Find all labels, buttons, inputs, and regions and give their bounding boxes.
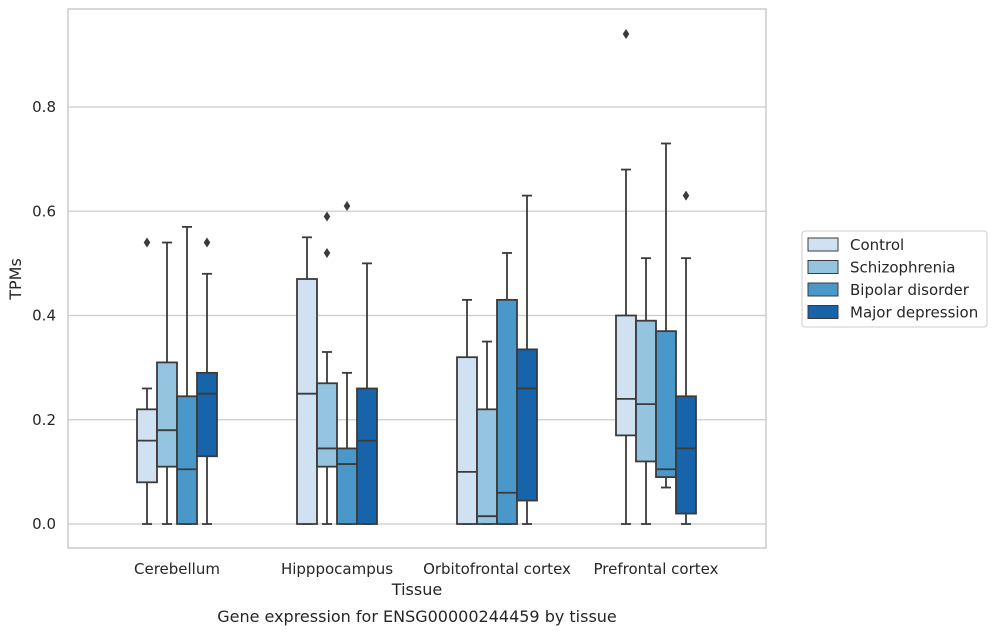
box-iqr	[496, 298, 518, 525]
legend-label: Schizophrenia	[850, 259, 955, 277]
box-iqr	[316, 382, 338, 468]
y-tick-labels: 0.0 0.2 0.4 0.6 0.8	[32, 98, 56, 533]
outlier-point	[323, 211, 331, 222]
x-tick-label: Prefrontal cortex	[594, 560, 719, 578]
box-iqr	[196, 371, 218, 458]
box-schizophrenia	[316, 211, 338, 525]
box-control	[456, 298, 478, 525]
box-schizophrenia	[476, 340, 498, 525]
box-iqr	[615, 314, 637, 437]
box-major-depression	[196, 237, 218, 525]
y-tick-label: 0.6	[32, 202, 56, 220]
y-axis-title: TPMs	[6, 258, 25, 301]
box-bipolar-disorder	[496, 252, 518, 525]
legend-frame	[801, 230, 988, 328]
box-series	[136, 29, 697, 525]
box-iqr	[296, 278, 318, 525]
x-tick-labels: Cerebellum Hipppocampus Orbitofrontal cort…	[134, 560, 719, 578]
outlier-point	[203, 237, 211, 248]
box-iqr	[136, 408, 158, 484]
box-control	[615, 29, 637, 525]
legend-label: Bipolar disorder	[850, 281, 970, 299]
legend-swatch	[807, 282, 839, 297]
box-control	[296, 236, 318, 525]
y-tick-label: 0.8	[32, 98, 56, 116]
box-major-depression	[675, 190, 697, 525]
y-tick-label: 0.4	[32, 307, 56, 325]
box-iqr	[516, 348, 538, 502]
box-iqr	[476, 408, 498, 525]
legend: Control Schizophrenia Bipolar disorder Majo…	[801, 230, 988, 328]
outlier-point	[682, 190, 690, 201]
box-schizophrenia	[156, 241, 178, 525]
box-iqr	[356, 387, 378, 525]
box-iqr	[176, 395, 198, 525]
plot-frame	[67, 8, 767, 549]
outlier-point	[143, 237, 151, 248]
x-tick-label: Hipppocampus	[281, 560, 393, 578]
legend-swatch	[807, 305, 839, 319]
box-bipolar-disorder	[336, 201, 358, 525]
x-axis-title: Tissue	[391, 580, 442, 599]
legend-label: Major depression	[850, 304, 978, 322]
outlier-point	[323, 247, 331, 258]
y-tick-label: 0.2	[32, 411, 56, 429]
box-major-depression	[356, 262, 378, 525]
outlier-point	[622, 29, 630, 40]
box-control	[136, 237, 158, 525]
box-schizophrenia	[635, 257, 657, 525]
box-iqr	[456, 356, 478, 525]
box-iqr	[635, 319, 657, 463]
box-major-depression	[516, 194, 538, 525]
chart-caption: Gene expression for ENSG00000244459 by t…	[217, 607, 617, 626]
legend-swatch	[807, 260, 839, 274]
y-tick-label: 0.0	[32, 515, 56, 533]
legend-label: Control	[850, 236, 904, 254]
box-iqr	[655, 330, 677, 478]
outlier-point	[343, 201, 351, 212]
box-iqr	[336, 447, 358, 525]
x-tick-label: Cerebellum	[134, 560, 220, 578]
box-iqr	[156, 361, 178, 468]
box-bipolar-disorder	[176, 225, 198, 525]
legend-swatch	[807, 237, 839, 252]
box-iqr	[675, 395, 697, 515]
x-tick-label: Orbitofrontal cortex	[423, 560, 571, 578]
